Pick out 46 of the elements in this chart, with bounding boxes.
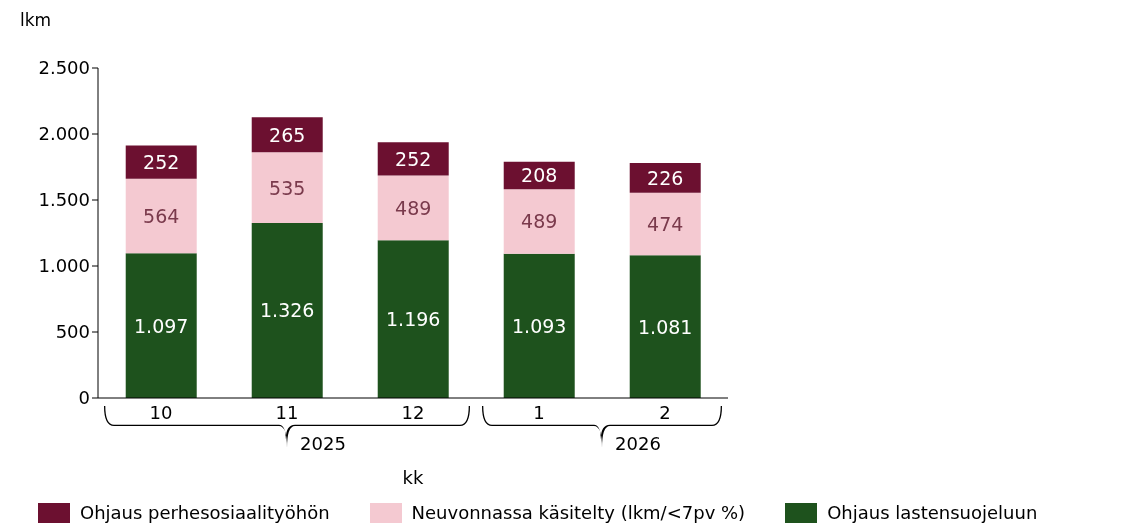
data-label: 252 <box>395 147 432 170</box>
y-tick-label: 2.000 <box>38 123 90 145</box>
bar <box>251 222 323 398</box>
bar <box>251 117 323 153</box>
x-tick-label: 11 <box>275 401 299 423</box>
y-tick-label: 2.500 <box>38 57 90 79</box>
data-label: 265 <box>269 123 306 146</box>
y-tick-label: 1.000 <box>38 255 90 277</box>
text: 2025 <box>300 433 346 454</box>
y-tick-label: 1.500 <box>38 189 90 211</box>
data-label: 489 <box>521 210 558 233</box>
x-tick-label: 1 <box>533 401 545 423</box>
data-label: 1.097 <box>134 314 189 337</box>
legend-label: Ohjaus lastensuojeluun <box>827 502 1038 523</box>
data-label: 226 <box>647 166 684 189</box>
data-label: 1.196 <box>386 308 441 331</box>
bar <box>125 145 197 179</box>
x-tick-label: 2 <box>659 401 671 423</box>
bar <box>377 240 449 398</box>
x-tick-label: 12 <box>401 401 425 423</box>
bar <box>125 253 197 398</box>
bar <box>503 189 575 254</box>
x-axis-title: kk <box>402 467 424 488</box>
data-label: 208 <box>521 164 558 187</box>
bar <box>377 175 449 241</box>
y-tick-label: 0 <box>78 387 90 409</box>
data-label: 1.081 <box>638 315 693 338</box>
data-label: 564 <box>143 204 180 227</box>
bar <box>629 192 701 256</box>
x-tick-label: 10 <box>149 401 173 423</box>
text: 2026 <box>615 433 661 454</box>
data-label: 535 <box>269 176 306 199</box>
y-axis-title: lkm <box>20 10 52 30</box>
legend-label: Neuvonnassa käsitelty (lkm/<7pv %) <box>411 502 746 523</box>
data-label: 489 <box>395 196 432 219</box>
bar <box>251 152 323 223</box>
bar <box>377 142 449 176</box>
bar <box>503 253 575 398</box>
legend-label: Ohjaus perhesosiaalityöhön <box>80 502 330 523</box>
data-label: 252 <box>143 151 180 174</box>
bar <box>629 255 701 398</box>
data-label: 1.326 <box>260 299 315 322</box>
y-tick-label: 500 <box>55 321 90 343</box>
bar <box>125 178 197 254</box>
data-label: 1.093 <box>512 314 567 337</box>
data-label: 474 <box>647 213 684 236</box>
